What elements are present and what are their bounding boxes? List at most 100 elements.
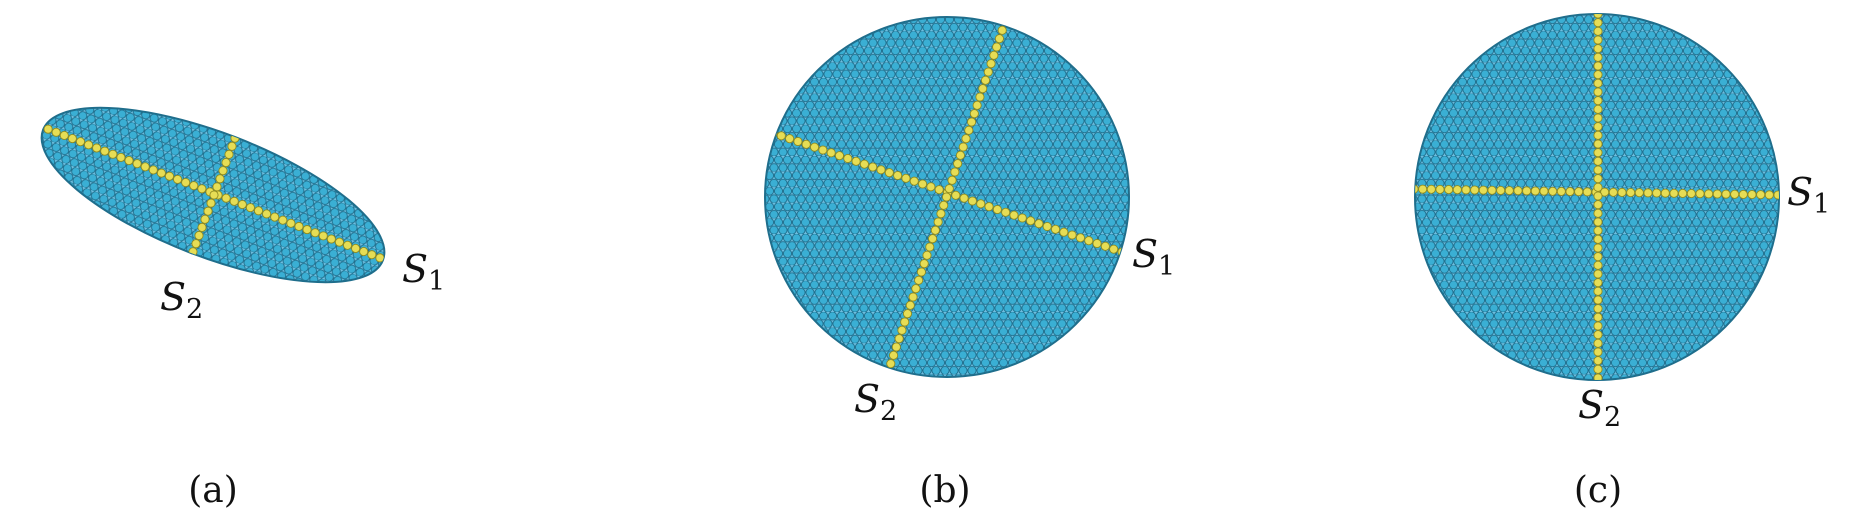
axis-particle — [108, 149, 118, 159]
axis-particle — [221, 158, 231, 168]
axis-particle — [1059, 227, 1069, 237]
axis-particle — [262, 209, 272, 219]
axis-particle — [953, 159, 963, 169]
axis-particle — [975, 92, 985, 102]
axis-particle — [969, 109, 979, 119]
axis-particle — [1426, 184, 1436, 194]
axis-particle — [164, 171, 175, 181]
axis-particle — [1496, 185, 1506, 195]
axis-particle — [253, 206, 264, 216]
axis-particle — [116, 152, 126, 162]
axis-particle — [1548, 186, 1558, 196]
axis-particle — [1593, 234, 1603, 244]
axis-particle — [959, 193, 969, 203]
axis-particle — [810, 142, 820, 152]
axis-particle — [1593, 182, 1603, 192]
axis-particle — [950, 167, 960, 177]
axis-particle — [1001, 207, 1011, 217]
axis-particle — [901, 173, 911, 183]
axis-particle — [1415, 184, 1419, 194]
axis-particle — [1593, 156, 1603, 166]
axis-particle — [75, 137, 86, 147]
axis-particle — [951, 190, 961, 200]
axis-particle — [181, 177, 191, 188]
axis-particle — [1634, 188, 1644, 198]
axis-particle — [986, 59, 996, 69]
axis-particle — [1026, 216, 1036, 226]
axis-particle — [182, 263, 192, 273]
axis-particle — [124, 155, 134, 166]
axis-particle — [1593, 330, 1603, 340]
axis-particle — [1593, 373, 1603, 380]
axis-particle — [1593, 260, 1603, 270]
caption-a: (a) — [188, 470, 238, 511]
axis-particle — [876, 165, 886, 175]
axis-particle — [206, 198, 216, 208]
axis-particle — [967, 117, 977, 127]
axis-particle — [1593, 321, 1603, 331]
axis-particle — [1593, 191, 1603, 201]
axis-particle — [84, 140, 94, 150]
axis-particle — [776, 131, 786, 141]
axis-particle — [43, 124, 53, 134]
axis-particle — [140, 162, 150, 172]
axis-particle — [919, 259, 929, 269]
axis-particle — [868, 162, 878, 172]
axis-particle — [294, 221, 304, 232]
axis-particle — [326, 234, 336, 244]
axis-particle — [908, 292, 918, 302]
axis-particle — [934, 185, 944, 195]
axis-particle — [916, 267, 926, 277]
axis-particle — [1730, 189, 1740, 199]
axis-particle — [1593, 252, 1603, 262]
axis-particle — [1600, 187, 1610, 197]
axis-particle — [793, 136, 803, 147]
axis-particle — [1100, 241, 1110, 251]
axis-particle — [891, 342, 901, 352]
axis-particle — [1092, 238, 1102, 249]
axis-particle — [1109, 244, 1119, 254]
axis-particle — [1593, 338, 1603, 348]
axis-particle — [148, 165, 158, 175]
axis-particle — [1470, 185, 1480, 195]
axis-particle — [936, 209, 946, 219]
axis-particle — [1084, 236, 1094, 246]
axis-particle — [278, 215, 288, 225]
axis-particle — [1539, 186, 1549, 196]
axis-particle — [922, 250, 932, 260]
axis-particle — [203, 206, 213, 216]
axis-particle — [224, 149, 234, 159]
axis-particle — [843, 153, 853, 164]
axis-particle — [1522, 186, 1532, 196]
axis-particle — [1593, 52, 1603, 62]
axis-particle — [1756, 190, 1766, 200]
axis-particle — [983, 67, 993, 77]
axis-particle — [367, 250, 377, 260]
axis-particle — [1747, 190, 1757, 200]
axis-particle — [359, 247, 369, 257]
axis-particle — [218, 166, 228, 176]
axis-particle — [200, 214, 210, 224]
axis-particle — [1593, 139, 1603, 149]
axis-particle — [1704, 189, 1714, 199]
label-s2-c-sub: 2 — [1604, 402, 1621, 433]
axis-particle — [941, 192, 952, 202]
axis-particle — [947, 175, 957, 185]
axis-particle — [92, 143, 102, 153]
axis-particle — [918, 179, 928, 189]
axis-s1-c — [1415, 184, 1779, 200]
axis-particle — [334, 237, 344, 247]
axis-particle — [834, 151, 845, 161]
axis-particle — [1593, 70, 1603, 80]
axis-particle — [989, 50, 999, 60]
axis-particle — [1643, 188, 1653, 198]
axis-particle — [911, 284, 921, 294]
axis-particle — [1418, 184, 1428, 194]
axis-particle — [1593, 295, 1603, 305]
axis-particle — [958, 142, 968, 152]
axis-particle — [894, 334, 904, 344]
axis-particle — [967, 196, 977, 206]
axis-particle — [1042, 221, 1052, 232]
axis-particle — [1593, 364, 1603, 374]
